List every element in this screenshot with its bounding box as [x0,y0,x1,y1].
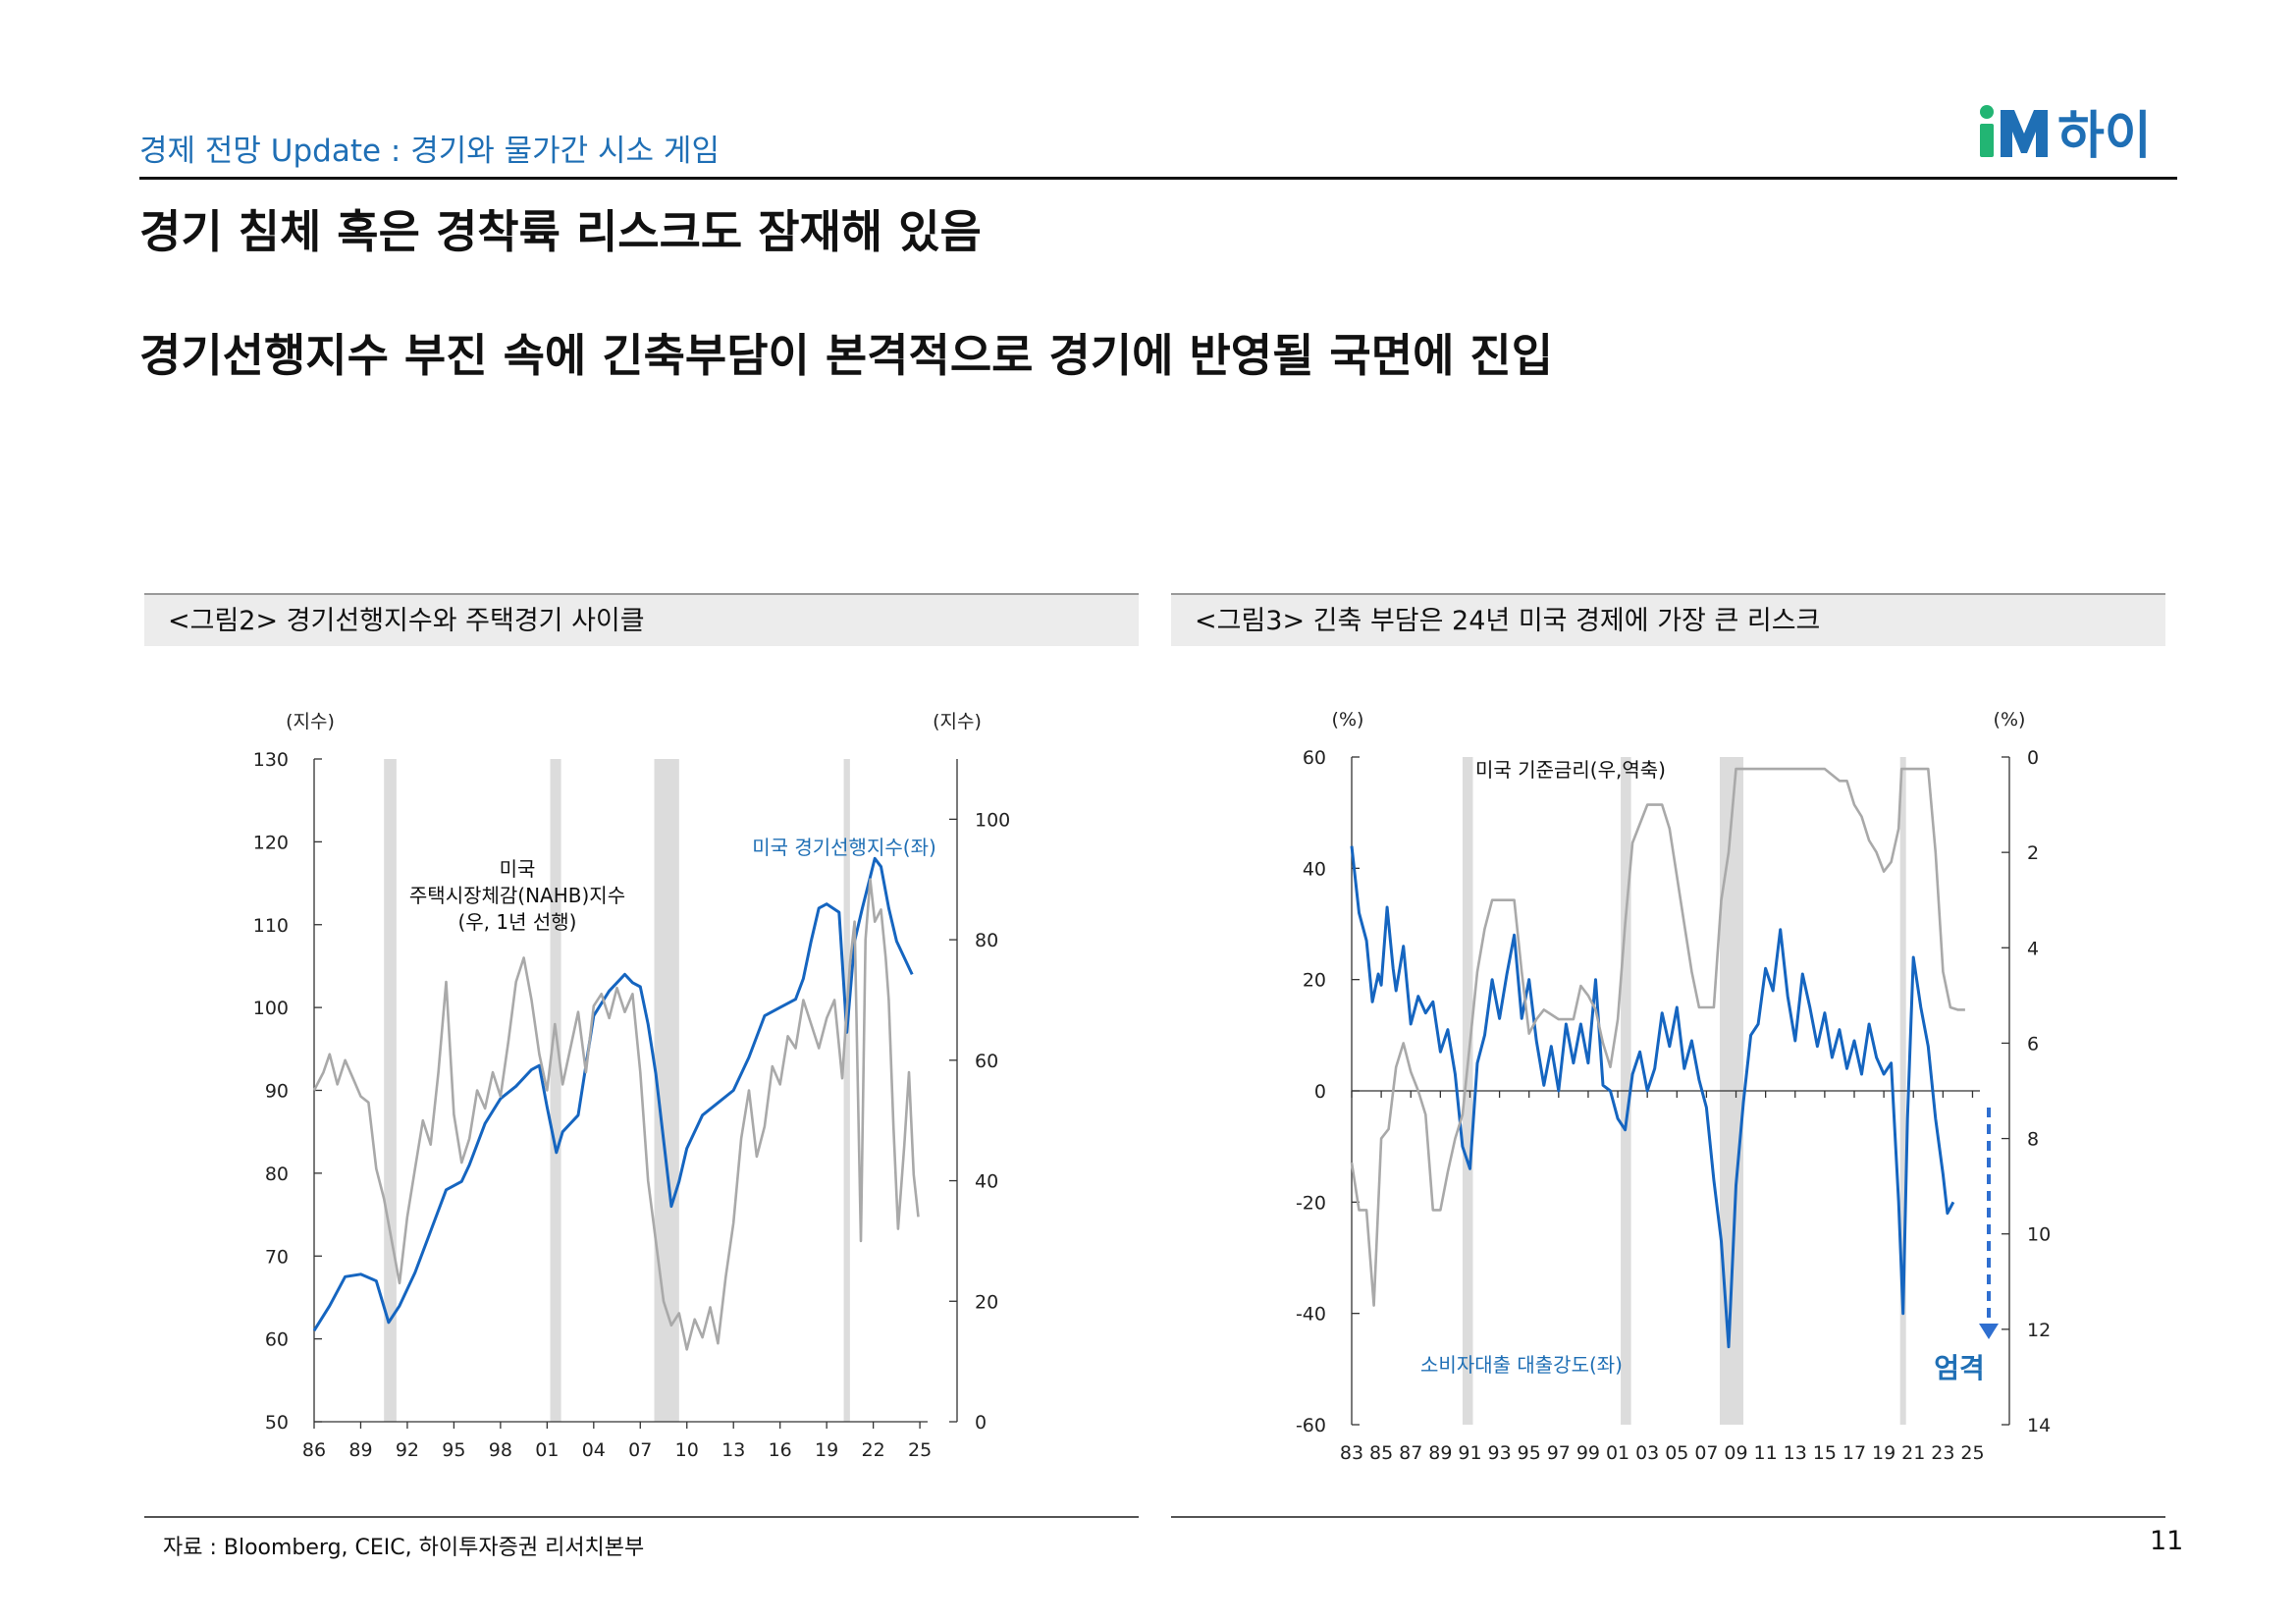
x-tick-label: 25 [1960,1442,1984,1464]
x-tick-label: 11 [1754,1442,1778,1464]
x-tick-label: 87 [1399,1442,1422,1464]
x-tick-label: 85 [1369,1442,1393,1464]
figure-2-caption: <그림2> 경기선행지수와 주택경기 사이클 [144,593,1139,646]
right-unit-label: (지수) [933,711,982,732]
brand-logo: 하이 [1973,98,2174,167]
tightening-arrow-head [1979,1324,1999,1339]
right-tick-label: 14 [2027,1415,2051,1436]
series-line-1 [1350,767,1965,1307]
left-tick-label: 80 [265,1164,289,1185]
x-tick-label: 07 [628,1439,652,1461]
x-tick-label: 89 [1428,1442,1452,1464]
x-tick-label: 83 [1340,1442,1363,1464]
x-tick-label: 93 [1487,1442,1511,1464]
left-tick-label: 120 [253,832,289,853]
right-tick-label: 40 [975,1171,998,1193]
x-tick-label: 91 [1458,1442,1481,1464]
series-line-0 [1350,845,1955,1349]
left-tick-label: 100 [253,998,289,1019]
left-tick-label: -60 [1296,1415,1326,1436]
x-tick-label: 05 [1665,1442,1688,1464]
x-tick-label: 03 [1635,1442,1659,1464]
x-tick-label: 23 [1931,1442,1954,1464]
x-tick-label: 25 [908,1439,932,1461]
chart-leading-index-housing: 130 120 110 100 90 80 70 60 50 100 80 60 40 20 0 86 89 92… [253,711,1011,1461]
x-tick-label: 09 [1724,1442,1747,1464]
left-tick-label: -20 [1296,1192,1326,1214]
left-tick-label: 130 [253,749,289,771]
left-tick-label: 40 [1303,858,1326,880]
x-tick-label: 19 [815,1439,838,1461]
left-tick-label: 0 [1314,1081,1326,1103]
series-line-1 [312,878,920,1351]
x-tick-label: 19 [1872,1442,1896,1464]
left-tick-label: 20 [1303,970,1326,992]
right-tick-label: 80 [975,930,998,951]
left-tick-label: 110 [253,915,289,937]
x-tick-label: 10 [675,1439,699,1461]
x-tick-label: 01 [535,1439,559,1461]
footer-rule-right [1171,1516,2165,1518]
right-tick-label: 100 [975,809,1010,831]
x-tick-label: 99 [1576,1442,1600,1464]
page-subtitle: 경기선행지수 부진 속에 긴축부담이 본격적으로 경기에 반영될 국면에 진입 [139,329,1554,382]
left-unit-label: (지수) [286,711,335,732]
header-rule [139,177,2177,180]
right-tick-label: 6 [2027,1033,2039,1055]
annotation-housing-2: 주택시장체감(NAHB)지수 [409,884,625,907]
x-tick-label: 15 [1813,1442,1837,1464]
x-tick-label: 22 [862,1439,885,1461]
x-tick-label: 86 [302,1439,326,1461]
chart-lending-standards-rate: 60 40 20 0 -20 -40 -60 0 2 4 6 8 10 12 14 83 85 87 89 91 93 9… [1296,709,2051,1464]
x-tick-label: 95 [1518,1442,1541,1464]
logo-text: 하이 [2057,107,2152,166]
left-tick-label: -40 [1296,1304,1326,1326]
x-tick-label: 13 [721,1439,745,1461]
section-title: 경제 전망 Update : 경기와 물가간 시소 게임 [139,134,720,169]
x-tick-label: 17 [1842,1442,1866,1464]
annotation-housing-1: 미국 [500,857,536,881]
left-tick-label: 50 [265,1412,289,1434]
right-tick-label: 10 [2027,1224,2051,1246]
right-tick-label: 8 [2027,1129,2039,1151]
left-tick-label: 70 [265,1246,289,1268]
right-tick-label: 0 [2027,747,2039,769]
page-number: 11 [2150,1526,2184,1556]
annotation-tightening: 엄격 [1934,1352,1985,1384]
x-tick-label: 92 [396,1439,419,1461]
x-tick-label: 95 [442,1439,465,1461]
recession-band-1 [550,759,561,1422]
right-tick-label: 2 [2027,842,2039,864]
figure-3-caption: <그림3> 긴축 부담은 24년 미국 경제에 가장 큰 리스크 [1171,593,2165,646]
right-tick-label: 12 [2027,1320,2051,1341]
series-line-0 [312,856,914,1331]
right-tick-label: 60 [975,1051,998,1072]
annotation-lending: 소비자대출 대출강도(좌) [1420,1353,1623,1377]
x-tick-label: 97 [1547,1442,1571,1464]
right-tick-label: 20 [975,1291,998,1313]
x-tick-label: 21 [1901,1442,1925,1464]
footer-rule-left [144,1516,1139,1518]
annotation-housing-3: (우, 1년 선행) [457,910,576,934]
source-note: 자료 : Bloomberg, CEIC, 하이투자증권 리서치본부 [163,1536,645,1560]
x-tick-label: 89 [348,1439,372,1461]
recession-band-3 [843,759,850,1422]
x-tick-label: 16 [769,1439,792,1461]
right-tick-label: 4 [2027,938,2039,959]
page-title: 경기 침체 혹은 경착륙 리스크도 잠재해 있음 [139,205,982,258]
right-unit-label: (%) [1994,709,2026,731]
left-tick-label: 90 [265,1081,289,1103]
x-tick-label: 04 [582,1439,606,1461]
x-tick-label: 13 [1784,1442,1807,1464]
left-tick-label: 60 [265,1329,289,1351]
annotation-policy-rate: 미국 기준금리(우,역축) [1475,758,1666,782]
left-tick-label: 60 [1303,747,1326,769]
right-tick-label: 0 [975,1412,987,1434]
x-tick-label: 07 [1694,1442,1718,1464]
x-tick-label: 01 [1606,1442,1629,1464]
left-unit-label: (%) [1332,709,1364,731]
annotation-leading-index: 미국 경기선행지수(좌) [752,836,936,859]
x-tick-label: 98 [489,1439,512,1461]
